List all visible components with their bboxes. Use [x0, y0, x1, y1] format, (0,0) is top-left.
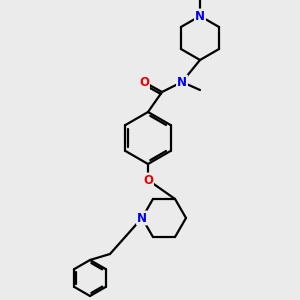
Text: O: O	[143, 173, 153, 187]
Text: N: N	[195, 10, 205, 22]
Text: O: O	[139, 76, 149, 88]
Text: N: N	[177, 76, 187, 88]
Text: N: N	[137, 212, 147, 224]
